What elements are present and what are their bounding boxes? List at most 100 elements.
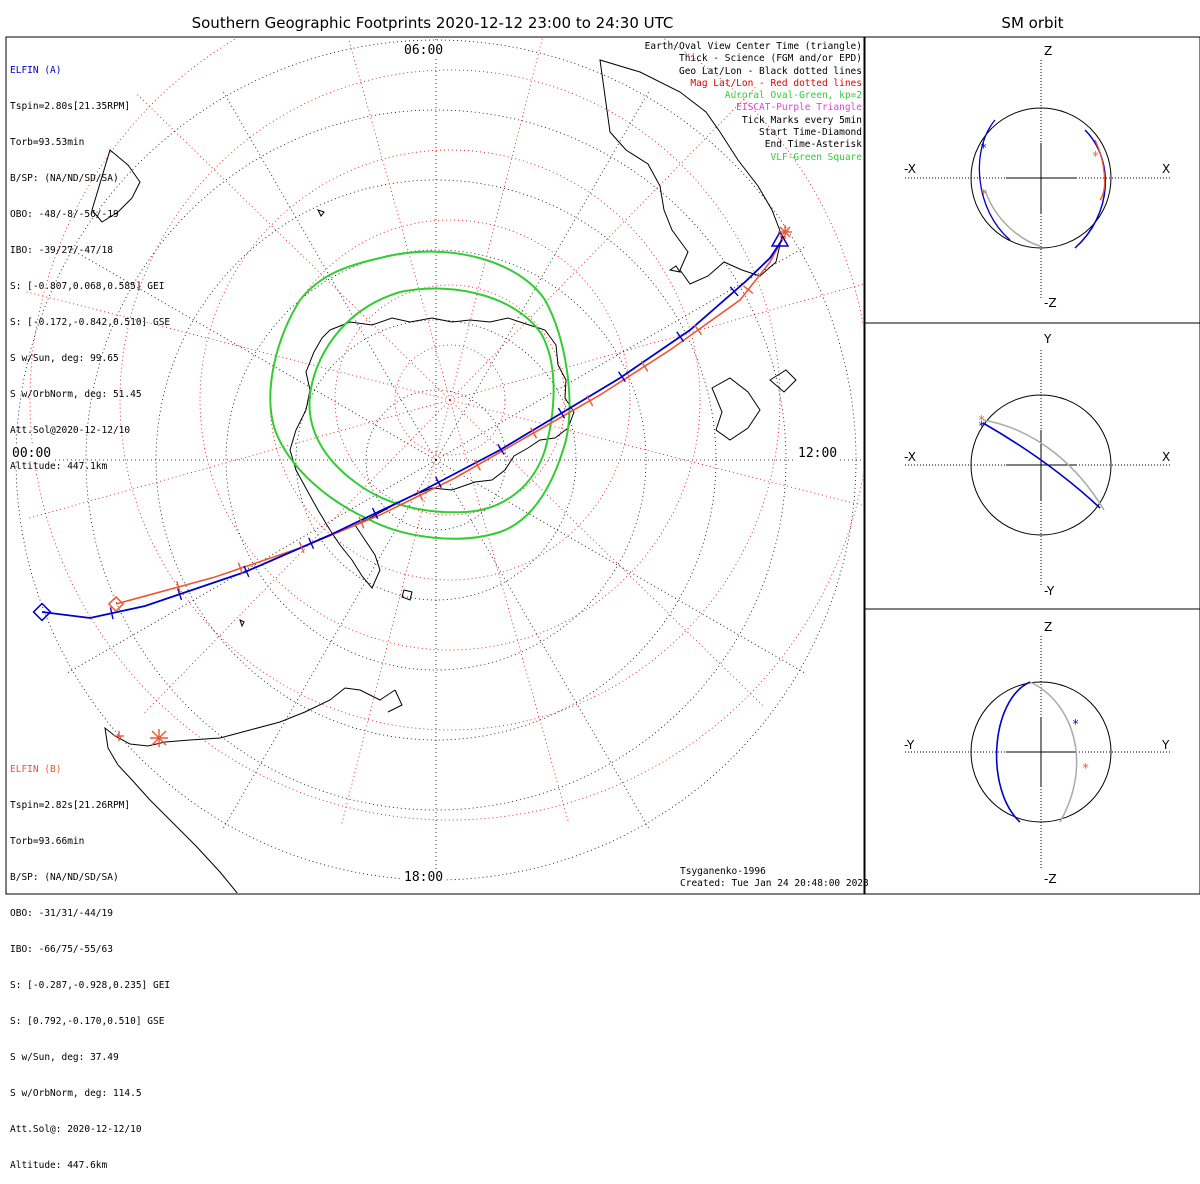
svg-text:*: *	[1082, 761, 1089, 775]
australia-outline	[599, 59, 783, 285]
model-name: Tsyganenko-1996	[680, 866, 766, 877]
mag-lat-circle	[269, 219, 631, 581]
sm3-label-bottom: -Z	[1044, 872, 1057, 886]
sm3-label-left: -Y	[904, 738, 915, 752]
geo-lon-line	[67, 459, 437, 673]
mag-lon-line	[26, 399, 451, 520]
legend-entry: Geo Lat/Lon - Black dotted lines	[678, 65, 862, 77]
sm-frame	[864, 36, 1200, 895]
elfin-a-line: IBO: -39/27/-47/18	[10, 245, 113, 256]
elfin-a-tick	[243, 565, 250, 578]
sm3-label-top: Z	[1044, 620, 1053, 634]
mag-lat-circle	[119, 69, 781, 731]
sm-panel-2: * *	[905, 350, 1170, 585]
elfin-b-line: S w/Sun, deg: 37.49	[10, 1052, 119, 1063]
island-outlines	[239, 209, 682, 628]
polar-map	[11, 38, 863, 893]
auroral-oval-outer	[269, 250, 571, 540]
elfin-b-line: Torb=93.66min	[10, 836, 85, 847]
legend-entry: EISCAT-Purple Triangle	[736, 102, 862, 114]
mlt-label-bottom: 18:00	[402, 870, 446, 885]
elfin-b-tick	[298, 541, 305, 554]
elfin-b-line: S w/OrbNorm, deg: 114.5	[10, 1088, 142, 1099]
sm2-label-bottom: -Y	[1044, 584, 1055, 598]
svg-text:*: *	[978, 413, 985, 427]
elfin-b-tick	[237, 562, 244, 575]
elfin-b-line: Att.Sol@: 2020-12-12/10	[10, 1124, 142, 1135]
legend-entry: VLF-Green Square	[770, 151, 862, 163]
elfin-a-name: ELFIN (A)	[10, 65, 62, 76]
elfin-a-tick	[617, 371, 626, 383]
geo-lat-circle	[365, 389, 507, 531]
mag-lat-circle	[199, 149, 701, 651]
mag-lon-line	[340, 399, 451, 827]
elfin-b-line: S: [0.792,-0.170,0.510] GSE	[10, 1016, 165, 1027]
elfin-a-line: S: [-0.172,-0.842,0.510] GSE	[10, 317, 171, 328]
geo-lon-line	[435, 247, 805, 461]
elfin-a-track	[41, 239, 783, 619]
elfin-b-tick	[694, 324, 703, 336]
legend-entry: Thick - Science (FGM and/or EPD)	[678, 53, 862, 65]
sm-orbit-title: SM orbit	[1001, 14, 1064, 32]
elfin-b-tick	[640, 360, 649, 372]
elfin-b-info: ELFIN (B) Tspin=2.82s[21.26RPM] Torb=93.…	[10, 740, 170, 1184]
geo-lon-line	[435, 91, 649, 461]
mag-lon-line	[142, 399, 451, 716]
continent-outlines	[91, 59, 797, 893]
legend-entry: Start Time-Diamond	[759, 127, 862, 139]
elfin-b-tick	[416, 489, 424, 501]
sm2-label-right: X	[1162, 450, 1171, 464]
elfin-a-line: Tspin=2.80s[21.35RPM]	[10, 101, 131, 112]
svg-text:*: *	[978, 419, 985, 433]
chart-title: Southern Geographic Footprints 2020-12-1…	[191, 14, 674, 32]
elfin-a-line: S w/OrbNorm, deg: 51.45	[10, 389, 142, 400]
elfin-b-tick	[529, 427, 538, 439]
mag-lon-line	[347, 38, 451, 401]
elfin-b-ticks	[176, 285, 754, 593]
sm1-label-left: -X	[904, 162, 916, 176]
elfin-a-line: OBO: -48/-8/-56/-19	[10, 209, 119, 220]
mlt-label-left: 00:00	[10, 446, 54, 461]
elfin-a-line: B/SP: (NA/ND/SD/SA)	[10, 173, 119, 184]
mag-lat-circle	[334, 284, 566, 516]
sm-panel-1: * * *	[905, 60, 1170, 300]
geo-lon-line	[435, 459, 649, 829]
elfin-a-line: Att.Sol@2020-12-12/10	[10, 425, 131, 436]
elfin-a-line: Torb=93.53min	[10, 137, 85, 148]
mlt-label-right: 12:00	[796, 446, 840, 461]
elfin-b-start-diamond	[107, 595, 125, 613]
mag-lon-line	[449, 283, 863, 401]
geo-lon-line	[223, 459, 437, 829]
geo-lon-line	[435, 459, 805, 673]
mag-lon-line	[449, 399, 570, 824]
elfin-a-tick	[497, 443, 505, 455]
auroral-oval-inner	[308, 287, 555, 514]
elfin-a-tick	[371, 507, 379, 520]
elfin-a-tick	[308, 537, 315, 549]
mag-lon-line	[449, 399, 766, 708]
elfin-b-tick	[473, 459, 482, 471]
svg-text:*: *	[1072, 717, 1079, 731]
elfin-b-line: S: [-0.287,-0.928,0.235] GEI	[10, 980, 171, 991]
elfin-a-tick	[109, 607, 114, 620]
legend-entry: Auroral Oval-Green, kp=2	[724, 90, 862, 102]
elfin-a-info: ELFIN (A) Tspin=2.80s[21.35RPM] Torb=93.…	[10, 41, 170, 485]
mag-lon-line	[134, 92, 451, 401]
elfin-b-line: IBO: -66/75/-55/63	[10, 944, 113, 955]
elfin-b-line: B/SP: (NA/ND/SD/SA)	[10, 872, 119, 883]
elfin-a-tick	[176, 588, 183, 601]
antarctica-outline	[289, 317, 575, 589]
svg-text:*: *	[980, 187, 987, 201]
sm2-label-top: Y	[1044, 332, 1052, 346]
credit-block: Tsyganenko-1996 Created: Tue Jan 24 20:4…	[680, 866, 869, 890]
legend: Earth/Oval View Center Time (triangle) T…	[645, 41, 862, 164]
elfin-b-line: OBO: -31/31/-44/19	[10, 908, 113, 919]
geo-lon-line	[67, 247, 437, 461]
legend-entry: Mag Lat/Lon - Red dotted lines	[690, 77, 862, 89]
elfin-a-tick	[676, 331, 685, 343]
elfin-a-line: Altitude: 447.1km	[10, 461, 108, 472]
elfin-b-tick	[586, 395, 594, 407]
elfin-b-line: Altitude: 447.6km	[10, 1160, 108, 1171]
legend-entry: End Time-Asterisk	[764, 139, 862, 151]
elfin-b-tick	[743, 285, 754, 294]
